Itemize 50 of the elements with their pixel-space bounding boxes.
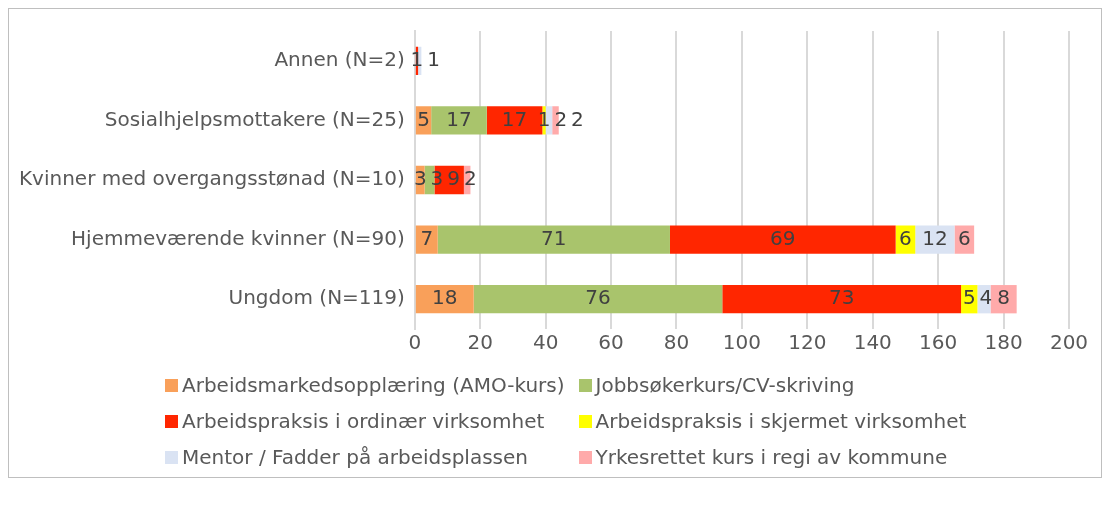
y-tick-label: Kvinner med overgangsstønad (N=10) bbox=[18, 166, 405, 191]
data-label: 12 bbox=[922, 225, 948, 250]
legend-label: Arbeidspraksis i ordinær virksomhet bbox=[182, 409, 545, 433]
x-tick-label: 120 bbox=[788, 330, 827, 355]
x-tick-label: 20 bbox=[467, 330, 493, 355]
bar bbox=[431, 106, 487, 135]
y-tick-label: Hjemmeværende kvinner (N=90) bbox=[71, 225, 405, 250]
data-label: 4 bbox=[979, 285, 993, 310]
data-label: 17 bbox=[501, 106, 528, 131]
bar bbox=[722, 285, 962, 314]
legend-label: Mentor / Fadder på arbeidsplassen bbox=[182, 445, 528, 469]
data-label: 73 bbox=[828, 285, 855, 310]
bar bbox=[473, 285, 723, 314]
data-label: 5 bbox=[417, 106, 430, 131]
data-label: 8 bbox=[997, 285, 1010, 310]
bar bbox=[437, 225, 670, 254]
legend-label: Yrkesrettet kurs i regi av kommune bbox=[595, 445, 948, 469]
bar bbox=[415, 225, 438, 254]
data-label: 17 bbox=[446, 106, 472, 131]
y-tick-label: Ungdom (N=119) bbox=[228, 285, 405, 310]
data-label: 2 bbox=[464, 166, 477, 191]
x-tick-label: 140 bbox=[853, 330, 892, 355]
legend-label: Jobbsøkerkurs/CV-skriving bbox=[595, 373, 855, 397]
x-tick-label: 180 bbox=[984, 330, 1023, 355]
x-tick-label: 80 bbox=[663, 330, 690, 355]
data-label: 7 bbox=[420, 225, 434, 250]
data-label: 1 bbox=[427, 47, 441, 71]
data-label: 9 bbox=[447, 166, 461, 191]
y-tick-label: Sosialhjelpsmottakere (N=25) bbox=[104, 106, 405, 131]
x-tick-label: 0 bbox=[408, 330, 422, 355]
bar bbox=[915, 225, 955, 254]
data-label: 1 bbox=[537, 106, 551, 131]
x-tick-label: 60 bbox=[598, 330, 624, 355]
data-label: 71 bbox=[541, 225, 567, 250]
x-tick-label: 160 bbox=[919, 330, 958, 355]
data-label: 76 bbox=[585, 285, 611, 310]
x-tick-label: 100 bbox=[722, 330, 762, 355]
data-label: 2 bbox=[571, 106, 584, 131]
legend-label: Arbeidsmarkedsopplæring (AMO-kurs) bbox=[182, 373, 565, 397]
data-label: 18 bbox=[432, 285, 458, 310]
x-tick-label: 40 bbox=[532, 330, 559, 355]
data-label: 5 bbox=[962, 285, 976, 310]
data-label: 6 bbox=[899, 225, 912, 250]
y-tick-label: Annen (N=2) bbox=[274, 47, 405, 71]
bar bbox=[669, 225, 896, 254]
x-tick-label: 200 bbox=[1049, 330, 1089, 355]
legend-label: Arbeidspraksis i skjermet virksomhet bbox=[595, 409, 967, 433]
data-label: 2 bbox=[554, 106, 568, 131]
data-label: 69 bbox=[770, 225, 796, 250]
data-label: 6 bbox=[957, 225, 971, 250]
